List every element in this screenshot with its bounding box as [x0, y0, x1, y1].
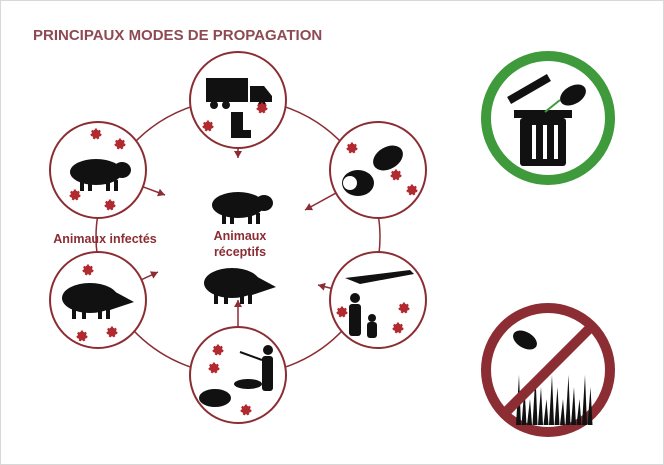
- label-infected: Animaux infectés: [53, 232, 157, 246]
- child-head: [368, 314, 376, 322]
- virus: [116, 140, 125, 149]
- virus: [242, 406, 251, 415]
- infographic: PRINCIPAUX MODES DE PROPAGATION Animaux …: [0, 0, 664, 465]
- boar-leg: [248, 292, 252, 304]
- boar-leg: [106, 307, 110, 319]
- person-head: [350, 293, 360, 303]
- boar-leg: [82, 307, 86, 319]
- virus: [392, 171, 401, 180]
- pig-head: [255, 195, 273, 211]
- virus: [394, 324, 403, 333]
- pig-leg: [106, 180, 110, 191]
- mode-circle: [330, 252, 426, 348]
- virus: [108, 328, 117, 337]
- boar-leg: [98, 307, 102, 319]
- pig-leg: [230, 213, 234, 224]
- virus: [408, 186, 417, 195]
- boar-leg: [240, 292, 244, 304]
- virus: [84, 266, 93, 275]
- virus: [400, 304, 409, 313]
- hunter: [262, 356, 273, 391]
- virus: [78, 332, 87, 341]
- bin-slot: [554, 125, 558, 159]
- label-receptive: réceptifs: [214, 245, 266, 259]
- virus: [338, 308, 347, 317]
- boar-leg: [72, 307, 76, 319]
- hunter-head: [263, 345, 273, 355]
- pig-leg: [248, 213, 252, 224]
- dead-boar: [199, 389, 231, 407]
- pig-leg: [114, 180, 118, 191]
- boar-leg: [214, 292, 218, 304]
- virus: [106, 201, 115, 210]
- bin-rim: [514, 110, 572, 118]
- ham-slice: [343, 176, 357, 190]
- pig-leg: [222, 213, 226, 224]
- label-receptive: Animaux: [214, 229, 267, 243]
- dog: [234, 379, 262, 389]
- virus: [210, 364, 219, 373]
- truck-wheel: [210, 101, 218, 109]
- truck-wheel: [222, 101, 230, 109]
- virus: [258, 104, 267, 113]
- pig-leg: [256, 213, 260, 224]
- virus: [71, 191, 80, 200]
- virus: [214, 346, 223, 355]
- bin-slot: [543, 125, 547, 159]
- child: [367, 322, 377, 338]
- virus: [204, 122, 213, 131]
- person: [349, 304, 361, 336]
- virus: [92, 130, 101, 139]
- page: PRINCIPAUX MODES DE PROPAGATION Animaux …: [0, 0, 664, 465]
- pig-head: [113, 162, 131, 178]
- mode-circle: [330, 122, 426, 218]
- bin-slot: [532, 125, 536, 159]
- title: PRINCIPAUX MODES DE PROPAGATION: [33, 27, 322, 44]
- boar-leg: [224, 292, 228, 304]
- pig-leg: [88, 180, 92, 191]
- virus: [348, 144, 357, 153]
- pig-leg: [80, 180, 84, 191]
- truck-body: [206, 78, 248, 102]
